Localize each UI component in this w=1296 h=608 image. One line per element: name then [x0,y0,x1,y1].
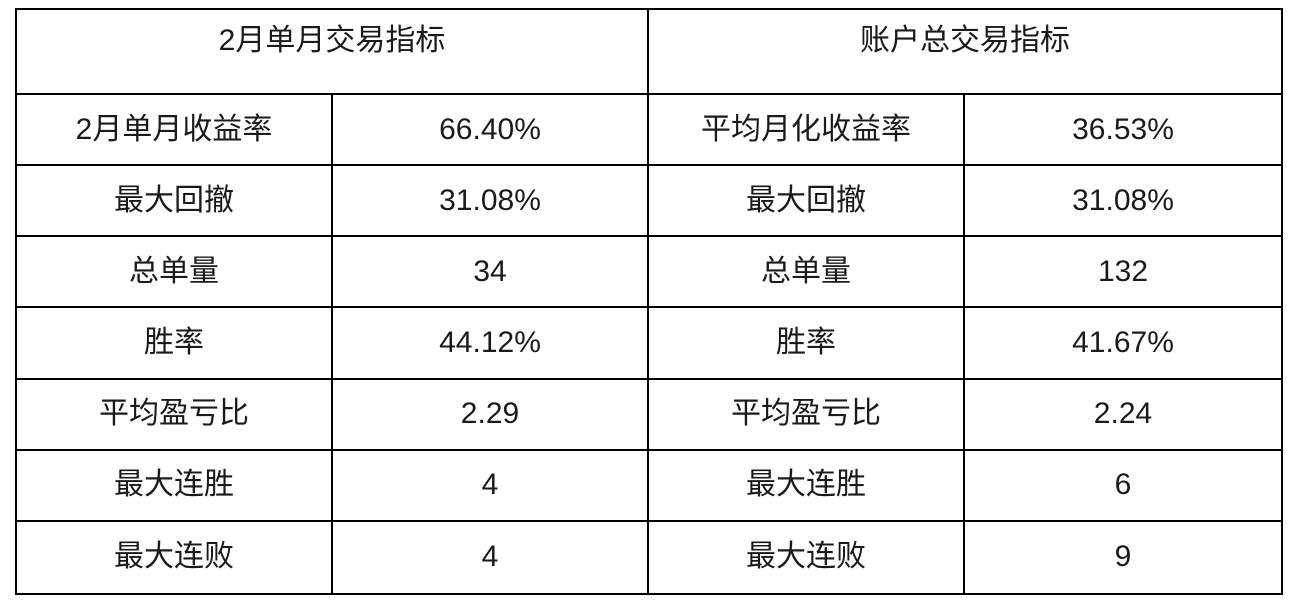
metric-label: 平均盈亏比 [649,379,965,451]
metric-label: 胜率 [649,308,965,380]
metric-value: 41.67% [965,308,1281,380]
section-header-monthly: 2月单月交易指标 [17,10,649,95]
metric-value: 34 [333,237,649,309]
metric-label: 最大回撤 [649,166,965,238]
metric-label: 最大回撤 [17,166,333,238]
metric-label: 最大连败 [649,521,965,593]
metric-value: 9 [1114,540,1132,574]
metric-value: 66.40% [333,95,649,167]
section-header-account-total: 账户总交易指标 [649,10,1281,95]
metric-value: 6 [965,451,1281,522]
metric-label: 2月单月收益率 [17,95,333,167]
metric-label: 平均盈亏比 [17,379,333,451]
metric-value: 4 [333,450,649,522]
metric-label: 最大连败 [17,521,333,593]
metric-value: 36.53% [965,95,1281,167]
metric-value: 4 [333,521,649,593]
metric-label: 总单量 [649,237,965,309]
metric-value: 31.08% [965,166,1281,238]
metric-value: 44.12% [333,308,649,380]
metric-value: 132 [965,237,1281,309]
metric-label: 最大连胜 [17,450,333,522]
metric-label: 总单量 [17,237,333,309]
metric-label: 平均月化收益率 [649,95,965,167]
trading-metrics-table: 2月单月交易指标 账户总交易指标 2月单月收益率 66.40% 平均月化收益率 … [15,8,1283,595]
metric-label: 胜率 [17,308,333,380]
metric-value: 2.24 [965,380,1281,451]
metric-value: 2.29 [333,379,649,451]
metric-label: 最大连胜 [649,450,965,522]
metric-value: 31.08% [333,166,649,238]
